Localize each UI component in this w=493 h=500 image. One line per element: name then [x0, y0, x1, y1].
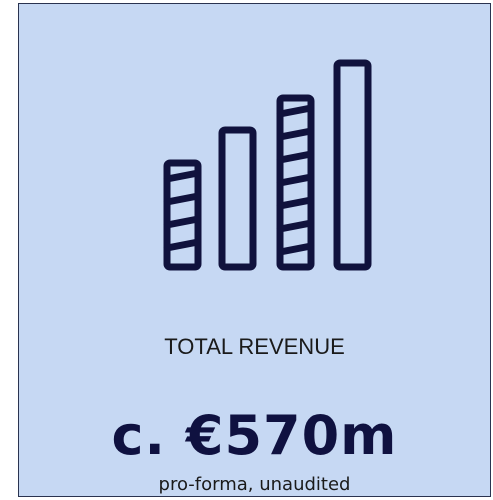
metric-label: TOTAL REVENUE: [164, 334, 345, 359]
metric-card: TOTAL REVENUE c. €570m pro-forma, unaudi…: [18, 3, 491, 497]
metric-note: pro-forma, unaudited: [158, 474, 351, 495]
bar-icon: [163, 59, 372, 271]
metric-value: c. €570m: [111, 404, 398, 467]
